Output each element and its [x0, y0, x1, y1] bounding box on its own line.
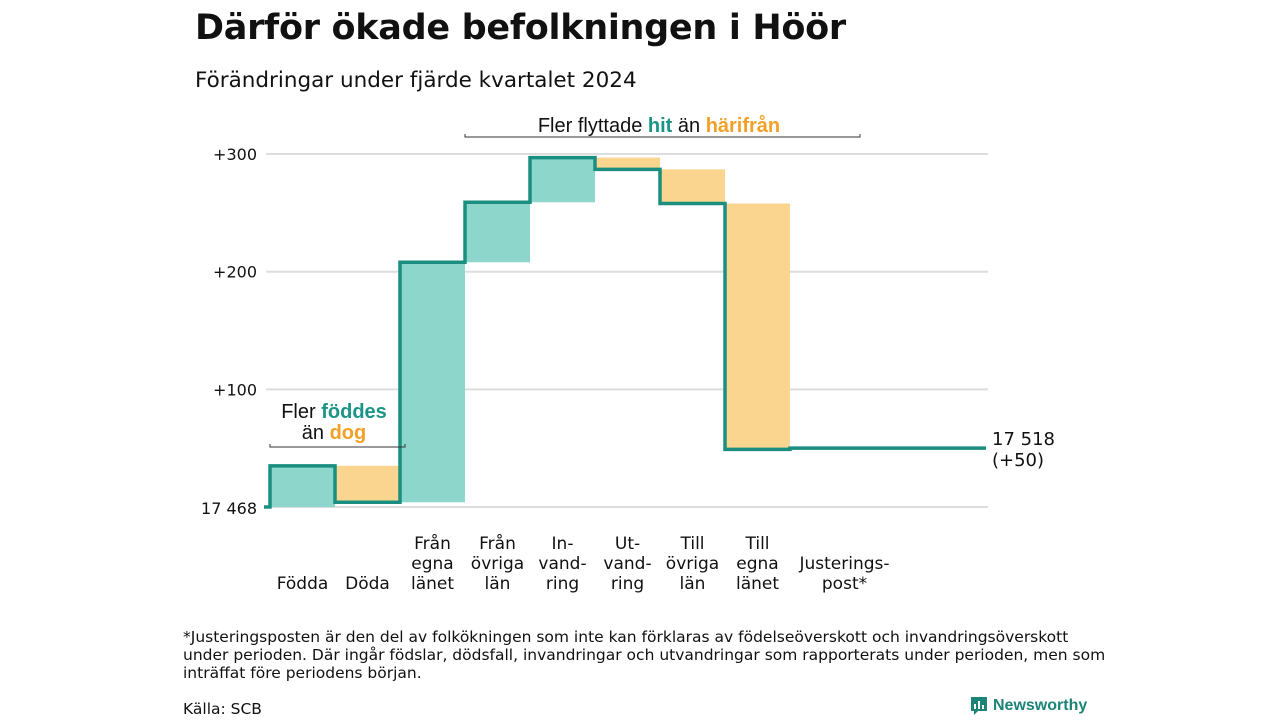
x-category-label: vand-: [538, 554, 586, 574]
x-category-label: Från: [479, 533, 516, 554]
x-category-label: ring: [546, 574, 579, 594]
waterfall-bar: [531, 157, 595, 203]
x-category-label: Justerings-: [798, 554, 889, 574]
chart-title: Därför ökade befolkningen i Höör: [195, 8, 846, 48]
natural-annotation-line1: Fler föddes: [281, 401, 387, 423]
x-category-label: Till: [679, 534, 704, 554]
waterfall-bar: [661, 169, 725, 204]
footnote: *Justeringsposten är den del av folkökni…: [183, 628, 1106, 682]
source-note: Källa: SCB: [183, 700, 262, 718]
waterfall-bar: [466, 202, 530, 263]
end-value-label: 17 518: [992, 429, 1055, 450]
x-category-label: Till: [744, 534, 769, 554]
migration-annotation: Fler flyttade hit än härifrån: [538, 114, 780, 137]
migration-bracket: [464, 134, 861, 138]
waterfall-bar: [596, 157, 660, 170]
y-tick-label: +200: [213, 263, 257, 282]
x-category-label: län: [680, 574, 706, 594]
y-baseline-label: 17 468: [201, 499, 257, 518]
x-category-label: Döda: [345, 574, 390, 594]
chart-subtitle: Förändringar under fjärde kvartalet 2024: [195, 68, 637, 93]
x-category-label: egna: [411, 554, 453, 574]
cumulative-step-line: [264, 155, 986, 509]
x-category-label: vand-: [603, 554, 651, 574]
x-category-label: Från: [414, 533, 451, 554]
x-category-label: länet: [411, 574, 454, 594]
x-category-label: övriga: [666, 554, 719, 574]
x-category-label: Ut-: [615, 534, 640, 554]
x-category-label: länet: [736, 574, 779, 594]
end-change-label: (+50): [992, 450, 1044, 471]
x-category-label: In-: [552, 534, 574, 554]
y-tick-label: +300: [213, 145, 257, 164]
x-category-label: egna: [736, 554, 778, 574]
y-tick-label: +100: [213, 380, 257, 399]
natural-bracket: [269, 444, 406, 448]
natural-annotation-line2: än dog: [302, 422, 366, 444]
brand-name: Newsworthy: [993, 697, 1088, 714]
x-category-label: län: [485, 574, 511, 594]
x-category-label: övriga: [471, 554, 524, 574]
newsworthy-logo: Newsworthy: [970, 696, 1087, 716]
waterfall-bar: [401, 262, 465, 503]
x-category-label: ring: [611, 574, 644, 594]
newsworthy-logo-icon: [971, 697, 987, 715]
waterfall-bar: [336, 465, 400, 503]
waterfall-bar: [271, 465, 335, 507]
x-category-label: Födda: [277, 574, 329, 594]
waterfall-bar: [726, 203, 790, 450]
x-category-label: post*: [822, 574, 867, 594]
